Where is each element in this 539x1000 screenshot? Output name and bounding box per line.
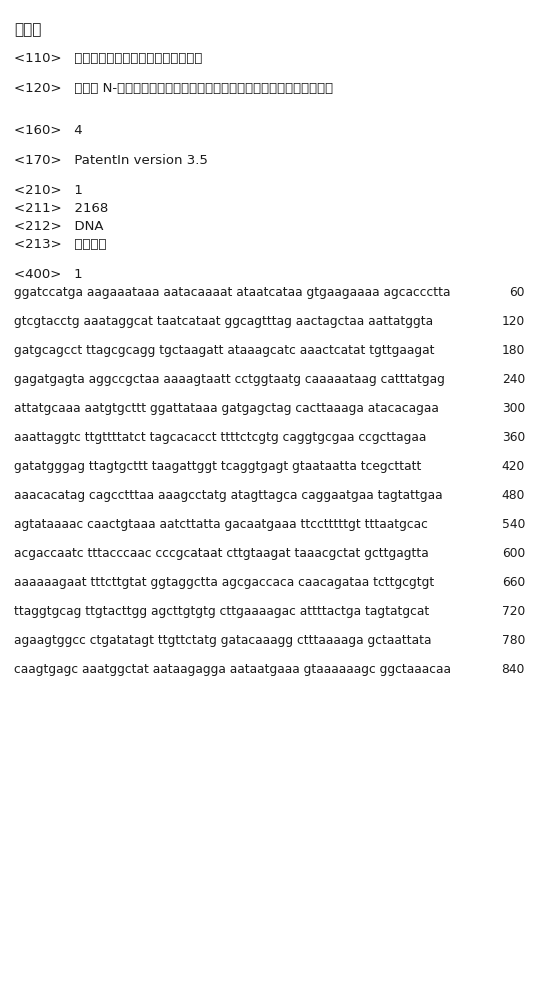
Text: agaagtggcc ctgatatagt ttgttctatg gatacaaagg ctttaaaaga gctaattata: agaagtggcc ctgatatagt ttgttctatg gatacaa…: [14, 634, 432, 647]
Text: 60: 60: [509, 286, 525, 299]
Text: <170>   PatentIn version 3.5: <170> PatentIn version 3.5: [14, 154, 208, 167]
Text: attatgcaaa aatgtgcttt ggattataaa gatgagctag cacttaaaga atacacagaa: attatgcaaa aatgtgcttt ggattataaa gatgagc…: [14, 402, 439, 415]
Text: caagtgagc aaatggctat aataagagga aataatgaaa gtaaaaaagc ggctaaacaa: caagtgagc aaatggctat aataagagga aataatga…: [14, 663, 451, 676]
Text: 120: 120: [502, 315, 525, 328]
Text: gatgcagcct ttagcgcagg tgctaagatt ataaagcatc aaactcatat tgttgaagat: gatgcagcct ttagcgcagg tgctaagatt ataaagc…: [14, 344, 434, 357]
Text: 840: 840: [502, 663, 525, 676]
Text: aaacacatag cagcctttaa aaagcctatg atagttagca caggaatgaa tagtattgaa: aaacacatag cagcctttaa aaagcctatg atagtta…: [14, 489, 443, 502]
Text: gagatgagta aggccgctaa aaaagtaatt cctggtaatg caaaaataag catttatgag: gagatgagta aggccgctaa aaaagtaatt cctggta…: [14, 373, 445, 386]
Text: acgaccaatc tttacccaac cccgcataat cttgtaagat taaacgctat gcttgagtta: acgaccaatc tttacccaac cccgcataat cttgtaa…: [14, 547, 429, 560]
Text: aaattaggtc ttgttttatct tagcacacct ttttctcgtg caggtgcgaa ccgcttagaa: aaattaggtc ttgttttatct tagcacacct ttttct…: [14, 431, 426, 444]
Text: 720: 720: [502, 605, 525, 618]
Text: gtcgtacctg aaataggcat taatcataat ggcagtttag aactagctaa aattatggta: gtcgtacctg aaataggcat taatcataat ggcagtt…: [14, 315, 433, 328]
Text: <400>   1: <400> 1: [14, 268, 82, 281]
Text: <110>   武汉中科光谷绿色生物技术有限公司: <110> 武汉中科光谷绿色生物技术有限公司: [14, 52, 202, 65]
Text: <211>   2168: <211> 2168: [14, 202, 108, 215]
Text: 360: 360: [502, 431, 525, 444]
Text: 480: 480: [502, 489, 525, 502]
Text: <160>   4: <160> 4: [14, 124, 82, 137]
Text: <213>   人工序列: <213> 人工序列: [14, 238, 107, 251]
Text: 300: 300: [502, 402, 525, 415]
Text: <212>   DNA: <212> DNA: [14, 220, 103, 233]
Text: 180: 180: [502, 344, 525, 357]
Text: <120>   一种产 N-乙酰神经氨酸枯草芽孢杆菌基因工程菌的及其构建方法和应用: <120> 一种产 N-乙酰神经氨酸枯草芽孢杆菌基因工程菌的及其构建方法和应用: [14, 82, 333, 95]
Text: 600: 600: [502, 547, 525, 560]
Text: ttaggtgcag ttgtacttgg agcttgtgtg cttgaaaagac attttactga tagtatgcat: ttaggtgcag ttgtacttgg agcttgtgtg cttgaaa…: [14, 605, 429, 618]
Text: 780: 780: [502, 634, 525, 647]
Text: <210>   1: <210> 1: [14, 184, 83, 197]
Text: 420: 420: [502, 460, 525, 473]
Text: 660: 660: [502, 576, 525, 589]
Text: 540: 540: [502, 518, 525, 531]
Text: gatatgggag ttagtgcttt taagattggt tcaggtgagt gtaataatta tcegcttatt: gatatgggag ttagtgcttt taagattggt tcaggtg…: [14, 460, 421, 473]
Text: ggatccatga aagaaataaa aatacaaaat ataatcataa gtgaagaaaa agcaccctta: ggatccatga aagaaataaa aatacaaaat ataatca…: [14, 286, 451, 299]
Text: aaaaaagaat tttcttgtat ggtaggctta agcgaccaca caacagataa tcttgcgtgt: aaaaaagaat tttcttgtat ggtaggctta agcgacc…: [14, 576, 434, 589]
Text: agtataaaac caactgtaaa aatcttatta gacaatgaaa ttcctttttgt tttaatgcac: agtataaaac caactgtaaa aatcttatta gacaatg…: [14, 518, 428, 531]
Text: 240: 240: [502, 373, 525, 386]
Text: 序列表: 序列表: [14, 22, 42, 37]
